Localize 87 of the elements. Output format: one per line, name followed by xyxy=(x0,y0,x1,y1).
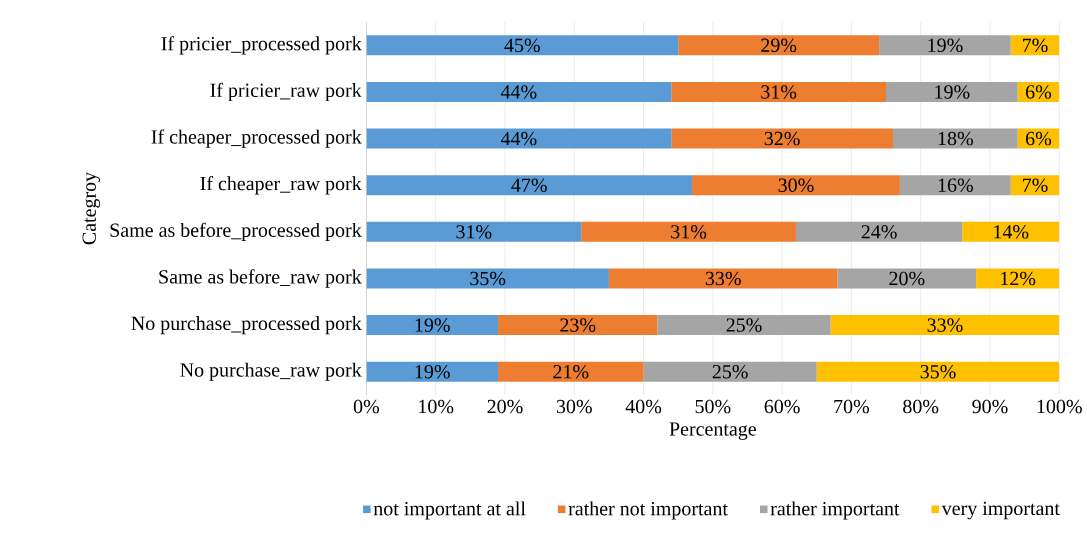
bar xyxy=(899,175,1011,196)
data-label: 47% xyxy=(511,178,547,193)
legend-label: rather important xyxy=(770,501,900,520)
x-tick-label: 40% xyxy=(625,399,662,414)
y-tick-label: No purchase_raw pork xyxy=(180,362,362,381)
y-tick-label: No purchase_processed pork xyxy=(131,316,362,335)
data-label: 33% xyxy=(927,318,963,333)
bar xyxy=(366,175,693,196)
legend-label: very important xyxy=(941,501,1060,520)
x-tick-label: 80% xyxy=(903,399,939,414)
data-label: 45% xyxy=(504,38,540,53)
data-label: 31% xyxy=(456,225,492,239)
data-label: 32% xyxy=(764,131,800,146)
bar xyxy=(366,361,499,382)
bar xyxy=(1010,175,1060,196)
bar xyxy=(692,175,900,196)
x-tick-label: 90% xyxy=(972,399,1008,414)
data-label: 12% xyxy=(1001,271,1036,286)
bar xyxy=(581,222,796,243)
data-label: 44% xyxy=(500,85,537,99)
bar xyxy=(830,315,1060,336)
data-label: 35% xyxy=(920,365,956,379)
bar xyxy=(498,361,644,382)
y-axis-title: Categroy xyxy=(82,172,101,245)
x-tick-label: 60% xyxy=(764,399,800,414)
bar xyxy=(366,315,499,336)
y-tick-label: Same as before_raw pork xyxy=(159,269,362,288)
data-label: 35% xyxy=(470,271,506,286)
bar xyxy=(498,315,658,336)
bar xyxy=(1010,35,1060,56)
bar xyxy=(892,128,1018,149)
data-label: 7% xyxy=(1023,178,1048,193)
y-tick-label: If pricier_processed pork xyxy=(161,36,362,55)
data-label: 6% xyxy=(1026,131,1052,146)
data-label: 31% xyxy=(671,225,707,239)
data-label: 44% xyxy=(500,131,537,146)
data-label: 19% xyxy=(415,318,450,333)
data-label: 7% xyxy=(1023,38,1048,53)
bar xyxy=(366,222,582,243)
bar xyxy=(671,128,893,149)
bar xyxy=(366,268,609,289)
y-tick-label: If cheaper_processed pork xyxy=(151,129,362,148)
data-label: 16% xyxy=(938,178,973,193)
x-tick-label: 10% xyxy=(419,399,454,414)
data-label: 19% xyxy=(928,38,963,53)
data-label: 18% xyxy=(938,131,973,146)
data-label: 24% xyxy=(861,225,897,239)
x-tick-label: 20% xyxy=(487,399,523,414)
data-label: 33% xyxy=(705,271,741,286)
x-tick-label: 30% xyxy=(556,399,592,414)
x-axis-title: Percentage xyxy=(669,422,756,441)
data-label: 23% xyxy=(560,318,596,333)
bar xyxy=(366,35,679,56)
bar xyxy=(657,315,831,336)
data-label: 31% xyxy=(761,85,797,99)
y-tick-label: If pricier_raw pork xyxy=(210,82,362,102)
bar xyxy=(608,268,838,289)
x-tick-label: 50% xyxy=(695,399,731,414)
x-tick-label: 100% xyxy=(1037,399,1082,414)
y-tick-label: Same as before_processed pork xyxy=(110,222,362,242)
data-label: 25% xyxy=(712,365,748,379)
bar xyxy=(976,268,1060,289)
data-label: 19% xyxy=(935,85,970,99)
bar xyxy=(366,82,672,103)
y-tick-label: If cheaper_raw pork xyxy=(200,176,362,195)
data-label: 25% xyxy=(726,318,762,333)
bar xyxy=(879,35,1011,56)
data-label: 21% xyxy=(553,365,589,379)
data-label: 20% xyxy=(889,271,925,286)
x-tick-label: 0% xyxy=(353,399,380,414)
bar xyxy=(671,82,887,103)
legend-label: rather not important xyxy=(568,501,728,520)
bar xyxy=(816,361,1060,382)
data-label: 19% xyxy=(415,365,450,379)
bar xyxy=(643,361,817,382)
bar xyxy=(795,222,963,243)
data-label: 6% xyxy=(1026,85,1052,99)
bar xyxy=(678,35,880,56)
bar xyxy=(962,222,1060,243)
data-label: 29% xyxy=(761,38,797,53)
x-tick-label: 70% xyxy=(834,399,870,414)
data-label: 14% xyxy=(994,225,1029,239)
bar xyxy=(837,268,977,289)
data-label: 30% xyxy=(778,178,814,193)
legend-label: not important at all xyxy=(373,501,526,520)
bar xyxy=(366,128,672,149)
bar xyxy=(886,82,1018,103)
